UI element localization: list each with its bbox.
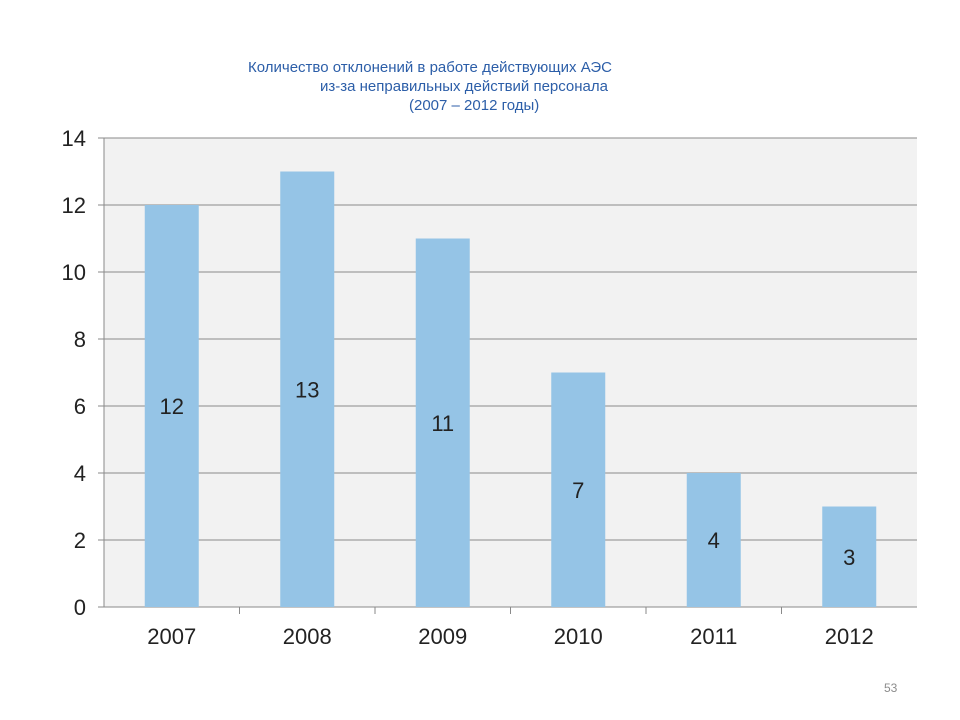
y-tick-label: 4 (74, 461, 86, 486)
data-label-2011: 4 (708, 528, 720, 553)
x-tick-label-2008: 2008 (283, 624, 332, 649)
y-tick-label: 6 (74, 394, 86, 419)
data-label-2012: 3 (843, 545, 855, 570)
y-tick-label: 14 (62, 126, 86, 151)
y-tick-label: 8 (74, 327, 86, 352)
data-label-2009: 11 (431, 411, 454, 436)
bar-2007 (144, 205, 199, 607)
bar-2008 (280, 171, 335, 607)
data-label-2010: 7 (572, 478, 584, 503)
x-tick-label-2011: 2011 (690, 624, 737, 649)
y-tick-label: 0 (74, 595, 86, 620)
chart-title-line-3: (2007 – 2012 годы) (409, 97, 540, 114)
x-tick-label-2012: 2012 (825, 624, 874, 649)
data-label-2008: 13 (295, 377, 319, 402)
data-label-2007: 12 (160, 394, 184, 419)
x-tick-label-2007: 2007 (147, 624, 196, 649)
page-number: 53 (884, 681, 898, 695)
chart-title-line-1: Количество отклонений в работе действующ… (248, 59, 612, 76)
chart-title: Количество отклонений в работе действующ… (200, 58, 760, 115)
plot-area (104, 138, 917, 607)
bar-2010 (551, 372, 606, 607)
bar-2011 (686, 473, 741, 607)
y-tick-label: 12 (62, 193, 86, 218)
bar-2012 (822, 506, 877, 607)
y-tick-label: 10 (62, 260, 86, 285)
y-tick-label: 2 (74, 528, 86, 553)
x-tick-label-2009: 2009 (418, 624, 467, 649)
bar-2009 (415, 238, 470, 607)
x-tick-label-2010: 2010 (554, 624, 603, 649)
chart-title-line-2: из-за неправильных действий персонала (320, 78, 608, 95)
